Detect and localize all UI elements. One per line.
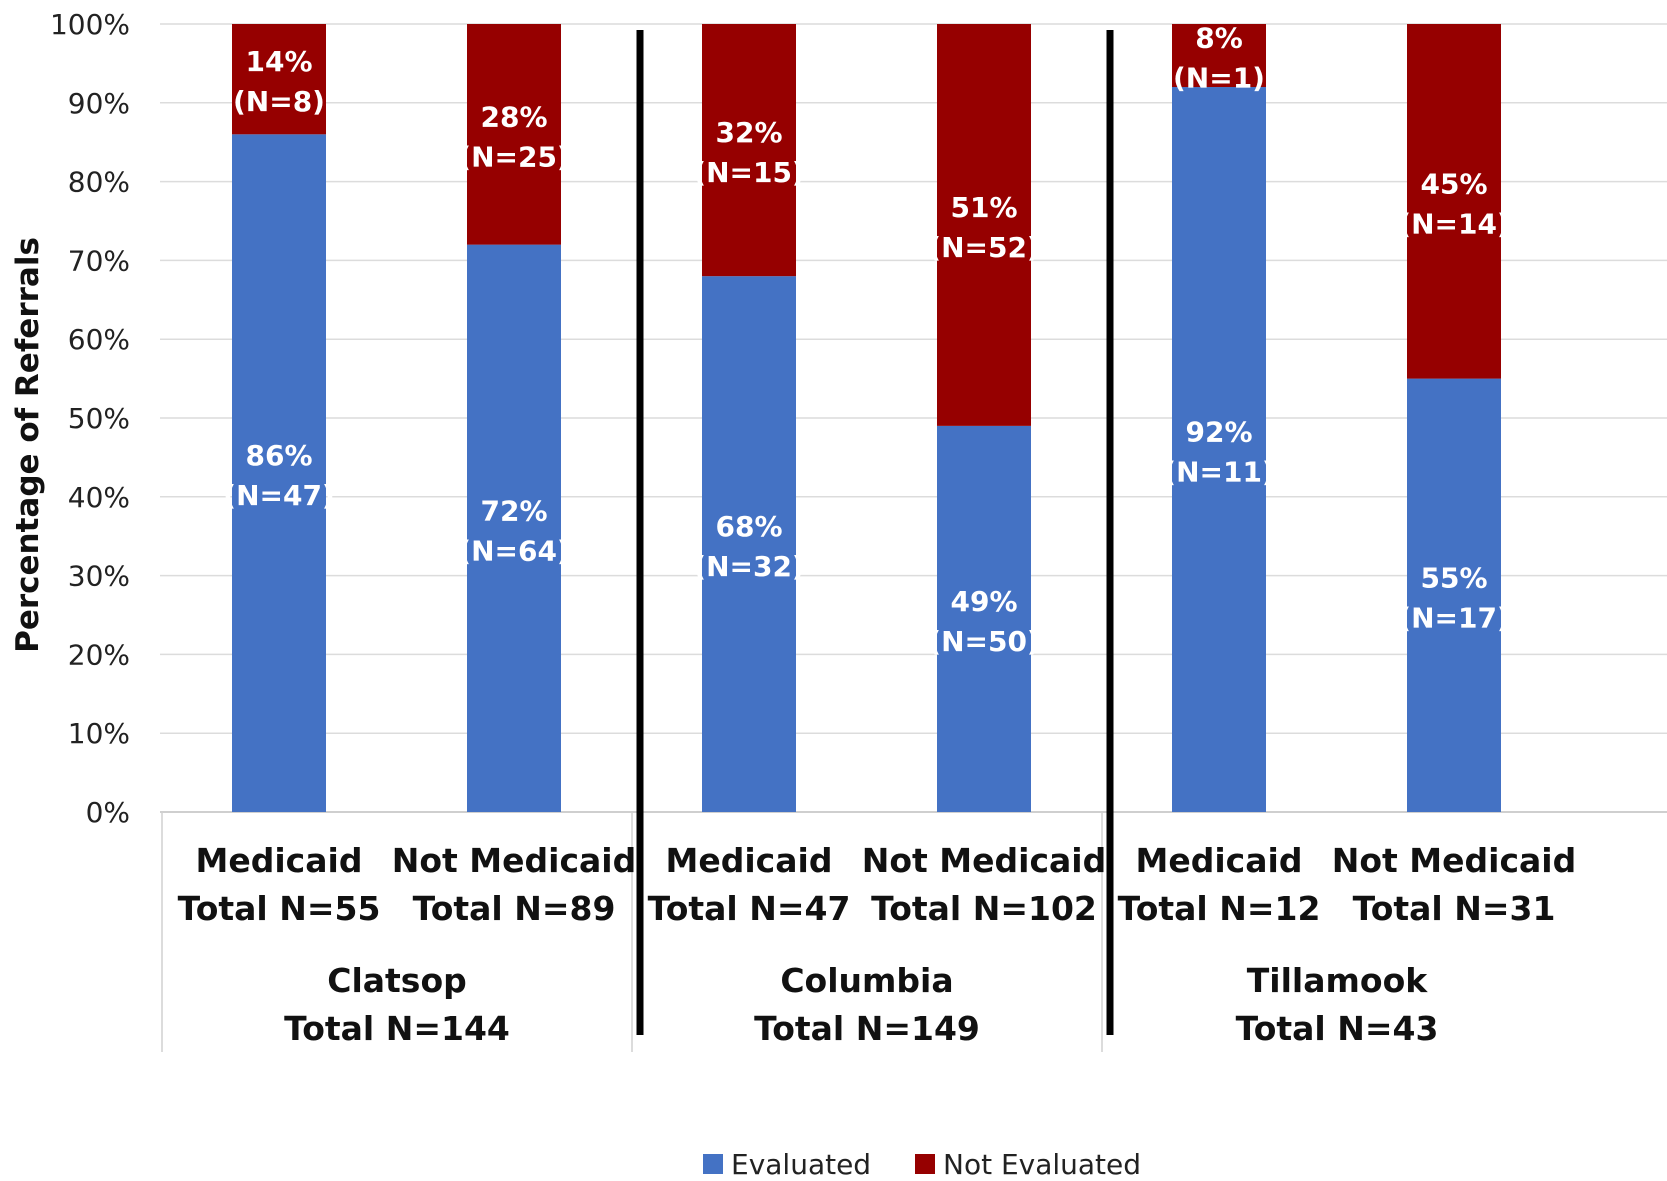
- data-label: 72%: [480, 494, 547, 527]
- bar-category-total: Total N=102: [871, 889, 1097, 928]
- data-label: (N=1): [1173, 62, 1265, 95]
- bar-not-evaluated: [702, 24, 796, 277]
- data-label: (N=15): [693, 156, 804, 189]
- group-total: Total N=149: [754, 1009, 980, 1048]
- data-label: 28%: [480, 100, 547, 133]
- bar-category-label: Medicaid: [1136, 841, 1303, 880]
- y-tick-label: 40%: [68, 481, 130, 514]
- bar-evaluated: [1407, 378, 1501, 812]
- legend: Evaluated Not Evaluated: [703, 1148, 1141, 1181]
- data-label: 68%: [715, 510, 782, 543]
- y-tick-label: 70%: [68, 244, 130, 277]
- category-labels: Medicaid Total N=55 Not Medicaid Total N=89…: [178, 841, 1577, 1048]
- legend-swatch: [915, 1154, 935, 1174]
- group-label: Clatsop: [327, 961, 467, 1000]
- bar-not-evaluated: [1407, 24, 1501, 379]
- bar-category-label: Medicaid: [666, 841, 833, 880]
- group-total: Total N=144: [284, 1009, 510, 1048]
- data-label: 14%: [245, 45, 312, 78]
- legend-swatch: [703, 1154, 723, 1174]
- bar-not-evaluated: [1172, 24, 1266, 88]
- group-label: Columbia: [780, 961, 953, 1000]
- bar-category-total: Total N=47: [648, 889, 851, 928]
- bar-evaluated: [232, 134, 326, 812]
- y-axis-label: Percentage of Referrals: [10, 237, 46, 653]
- data-label: 8%: [1195, 22, 1243, 55]
- data-label: (N=64): [458, 534, 569, 567]
- group-label: Tillamook: [1247, 961, 1428, 1000]
- data-label: 86%: [245, 439, 312, 472]
- data-label: 45%: [1420, 167, 1487, 200]
- y-tick-label: 90%: [68, 87, 130, 120]
- y-tick-label: 60%: [68, 323, 130, 356]
- bar-evaluated: [1172, 87, 1266, 813]
- bar-evaluated: [702, 276, 796, 812]
- data-label: 49%: [950, 585, 1017, 618]
- group-separators: [636, 30, 1114, 1035]
- legend-label: Not Evaluated: [943, 1148, 1141, 1181]
- y-tick-label: 0%: [86, 796, 130, 829]
- bar-not-evaluated: [467, 24, 561, 245]
- y-axis-ticks: 0% 10% 20% 30% 40% 50% 60% 70% 80% 90% 100%: [50, 8, 130, 829]
- bar-category-total: Total N=12: [1118, 889, 1321, 928]
- bar-not-evaluated: [937, 24, 1031, 426]
- bar-category-total: Total N=89: [413, 889, 616, 928]
- data-label: 55%: [1420, 561, 1487, 594]
- group-total: Total N=43: [1236, 1009, 1439, 1048]
- y-tick-label: 20%: [68, 638, 130, 671]
- bar-category-total: Total N=55: [178, 889, 381, 928]
- y-tick-label: 30%: [68, 560, 130, 593]
- data-label: 92%: [1185, 416, 1252, 449]
- data-label: (N=14): [1398, 207, 1509, 240]
- bar-category-total: Total N=31: [1353, 889, 1556, 928]
- data-label: 32%: [715, 116, 782, 149]
- data-label: (N=50): [928, 625, 1039, 658]
- data-label: (N=17): [1398, 601, 1509, 634]
- data-label: (N=25): [458, 140, 569, 173]
- data-label: (N=47): [223, 479, 334, 512]
- bar-category-label: Not Medicaid: [1332, 841, 1576, 880]
- y-tick-label: 100%: [50, 8, 130, 41]
- y-tick-label: 10%: [68, 717, 130, 750]
- bar-evaluated: [467, 244, 561, 812]
- data-label: (N=52): [928, 231, 1039, 264]
- data-label: 51%: [950, 191, 1017, 224]
- data-label: (N=8): [233, 85, 325, 118]
- bar-category-label: Not Medicaid: [862, 841, 1106, 880]
- category-axis-frame: [161, 812, 1103, 1052]
- y-tick-label: 80%: [68, 166, 130, 199]
- legend-label: Evaluated: [731, 1148, 871, 1181]
- data-label: (N=32): [693, 550, 804, 583]
- bar-category-label: Not Medicaid: [392, 841, 636, 880]
- bars: 86% (N=47) 14% (N=8) 72% (N=64) 28% (N=25) 68% (N…: [223, 22, 1510, 813]
- bar-category-label: Medicaid: [196, 841, 363, 880]
- y-tick-label: 50%: [68, 402, 130, 435]
- bar-not-evaluated: [232, 24, 326, 135]
- data-label: (N=11): [1163, 456, 1274, 489]
- bar-evaluated: [937, 425, 1031, 812]
